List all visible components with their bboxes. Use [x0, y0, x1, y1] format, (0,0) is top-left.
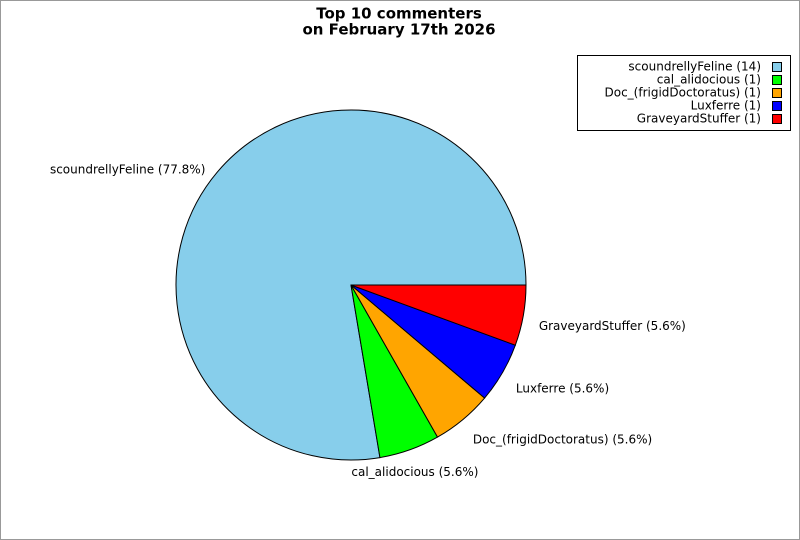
legend-label: cal_alidocious (1) [657, 73, 761, 87]
legend-swatch [772, 88, 782, 98]
legend-label: GraveyardStuffer (1) [637, 112, 761, 126]
slice-label: GraveyardStuffer (5.6%) [539, 319, 686, 333]
chart-title: Top 10 commenters [316, 5, 482, 23]
legend-box [577, 55, 791, 131]
pie-slice [350, 284, 527, 346]
legend-swatch [772, 114, 782, 124]
slice-label: Doc_(frigidDoctoratus) (5.6%) [473, 432, 652, 446]
legend-swatch [772, 101, 782, 111]
legend-label: Doc_(frigidDoctoratus) (1) [605, 86, 762, 100]
slice-label: scoundrellyFeline (77.8%) [50, 162, 205, 176]
legend-swatch [772, 75, 782, 85]
chart-subtitle: on February 17th 2026 [302, 21, 495, 39]
legend-swatch [772, 62, 782, 72]
legend-label: Luxferre (1) [691, 99, 761, 113]
slice-label: Luxferre (5.6%) [516, 381, 609, 395]
legend-label: scoundrellyFeline (14) [628, 60, 761, 74]
slice-label: cal_alidocious (5.6%) [351, 465, 478, 479]
